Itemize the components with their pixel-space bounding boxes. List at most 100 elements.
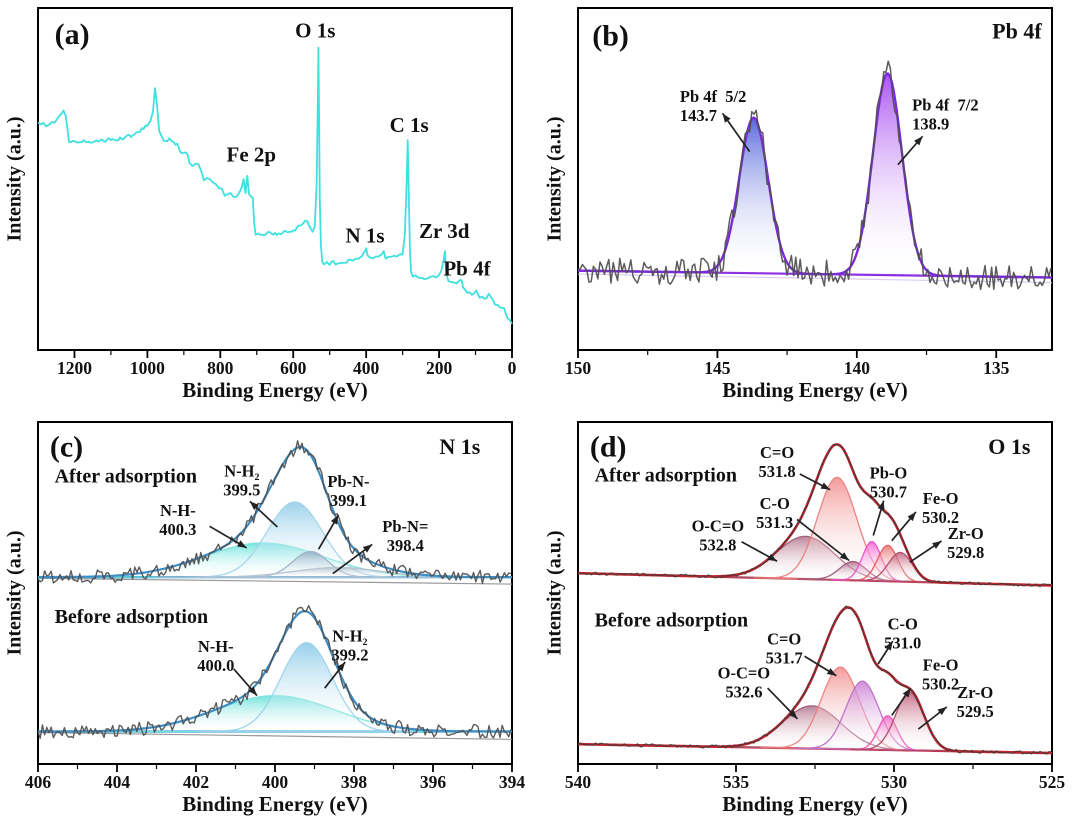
envelope-curve	[578, 72, 1052, 279]
x-tick-label: 150	[565, 358, 592, 378]
panel-d: 540 535 530 525 C=O 531.8 Pb-O 530.7 C-O 531.3 O-C…	[540, 414, 1080, 828]
x-tick-label: 800	[207, 358, 234, 378]
peak-annotation-label: N-H-	[198, 637, 234, 656]
plot-border	[577, 7, 1053, 351]
plot-text-label: N 1s	[439, 434, 480, 459]
peak-annotation-label: C-O	[760, 494, 790, 513]
y-axis-label-b: Intensity (a.u.)	[543, 116, 566, 242]
peak-annotation-label: 532.6	[725, 683, 762, 702]
annotation-arrowhead	[839, 552, 850, 561]
peak-annotation-label: N-H₂	[224, 462, 259, 481]
annotation-arrowhead	[914, 136, 923, 146]
plot-text-label: O 1s	[988, 434, 1031, 459]
fit-background-line	[577, 273, 1053, 284]
plot-text-label: O 1s	[295, 18, 335, 42]
x-tick-label: 135	[983, 358, 1010, 378]
annotation-arrowhead	[362, 544, 373, 553]
peak-annotation-label: N-H-	[160, 501, 196, 520]
peak-annotation-label: 138.9	[912, 115, 949, 134]
panel-c: 406 404 402 400 398 396 394 N-H₂ 399.5 Pb-N- 399.1…	[0, 414, 540, 828]
plot-text-label: N 1s	[346, 224, 385, 248]
annotation-arrowhead	[767, 553, 778, 562]
peak-annotation-label: 530.7	[870, 482, 907, 501]
annotation-arrow	[796, 518, 850, 562]
peak-annotation-label: Zr-O	[957, 683, 993, 702]
peak-annotation-label: 532.8	[699, 535, 736, 554]
x-tick-label: 200	[426, 358, 453, 378]
plot-text-label: Before adsorption	[595, 610, 749, 632]
peak-annotation-label: 399.2	[331, 646, 368, 665]
peak-annotation-label: O-C=O	[718, 664, 771, 683]
y-axis-label-c: Intensity (a.u.)	[3, 530, 26, 656]
x-axis-label-d: Binding Energy (eV)	[722, 792, 908, 816]
peak-annotation-label: 143.7	[680, 106, 717, 125]
peak-annotation-label: Fe-O	[923, 656, 959, 675]
peak-annotation-label: 531.7	[766, 648, 803, 667]
annotation-arrowhead	[902, 688, 911, 698]
peak-annotation-label: O-C=O	[692, 516, 745, 535]
x-tick-label: 600	[280, 358, 307, 378]
fit-background-line	[37, 577, 513, 585]
plot-text-label: Zr 3d	[419, 219, 470, 243]
annotation-arrowhead	[788, 709, 798, 719]
x-tick-label: 525	[1039, 772, 1066, 792]
annotation-arrowhead	[826, 668, 837, 676]
x-axis-label-b: Binding Energy (eV)	[722, 378, 908, 402]
raw-data-curve	[37, 440, 512, 585]
x-tick-label: 404	[104, 772, 131, 792]
annotation-arrowhead	[932, 541, 942, 549]
peak-annotation-label: Pb 4f 5/2	[680, 87, 746, 106]
peak-annotation-label: N-H₂	[332, 627, 367, 646]
peak-annotation-label: 400.0	[197, 656, 234, 675]
component-peak-pb4f72	[826, 73, 949, 276]
peak-annotation-label: 531.3	[756, 513, 793, 532]
raw-data-curve	[37, 604, 512, 739]
annotation-arrowhead	[330, 515, 339, 525]
annotation-arrowhead	[907, 511, 916, 522]
x-tick-label: 396	[420, 772, 447, 792]
annotation-arrowhead	[877, 500, 885, 511]
peak-annotation-label: 399.1	[330, 491, 367, 510]
plot-text-label: Before adsorption	[55, 606, 209, 628]
y-axis-label-d: Intensity (a.u.)	[543, 530, 566, 656]
peak-annotation-label: Pb-N=	[382, 517, 428, 536]
annotation-arrowhead	[722, 113, 731, 123]
peak-annotation-label: 531.0	[884, 634, 921, 653]
peak-annotation-label: 400.3	[159, 520, 196, 539]
peak-annotation-label: C=O	[767, 629, 801, 648]
annotation-arrowhead	[237, 540, 247, 548]
annotation-arrowhead	[820, 482, 831, 490]
panel-a-chart: 1200 1000 800 600 400 200 0 (a) Fe 2p O 1s N 1s C 1…	[37, 7, 517, 378]
plot-border	[37, 7, 513, 351]
x-tick-label: 530	[881, 772, 908, 792]
peak-annotation-label: Zr-O	[948, 524, 984, 543]
raw-data-curve	[577, 60, 1052, 291]
peak-annotation-label: 398.4	[387, 536, 424, 555]
peak-annotation-label: 531.8	[759, 462, 796, 481]
y-axis-label-a: Intensity (a.u.)	[3, 116, 26, 242]
component-peak-pb4f52	[692, 117, 815, 275]
x-axis-label-a: Binding Energy (eV)	[182, 378, 368, 402]
plot-text-label: After adsorption	[595, 464, 737, 486]
x-tick-label: 140	[844, 358, 871, 378]
panel-letter: (c)	[50, 430, 83, 463]
peak-annotation-label: Pb-N-	[327, 472, 369, 491]
plot-text-label: Pb 4f	[992, 19, 1042, 44]
panel-letter: (b)	[592, 20, 629, 53]
peak-annotation-label: C-O	[888, 615, 918, 634]
peak-annotation-label: 530.2	[922, 675, 959, 694]
plot-text-label: Pb 4f	[443, 256, 491, 280]
peak-annotation-label: Pb-O	[870, 463, 908, 482]
peak-annotation-label: 530.2	[922, 508, 959, 527]
peak-annotation-label: 399.5	[223, 481, 260, 500]
raw-data-curve	[577, 443, 1052, 588]
x-tick-label: 535	[723, 772, 750, 792]
peak-annotation-label: C=O	[760, 443, 794, 462]
x-tick-label: 145	[704, 358, 731, 378]
panel-letter: (d)	[590, 430, 627, 463]
annotation-arrowhead	[336, 662, 346, 672]
x-axis-label-c: Binding Energy (eV)	[182, 792, 368, 816]
